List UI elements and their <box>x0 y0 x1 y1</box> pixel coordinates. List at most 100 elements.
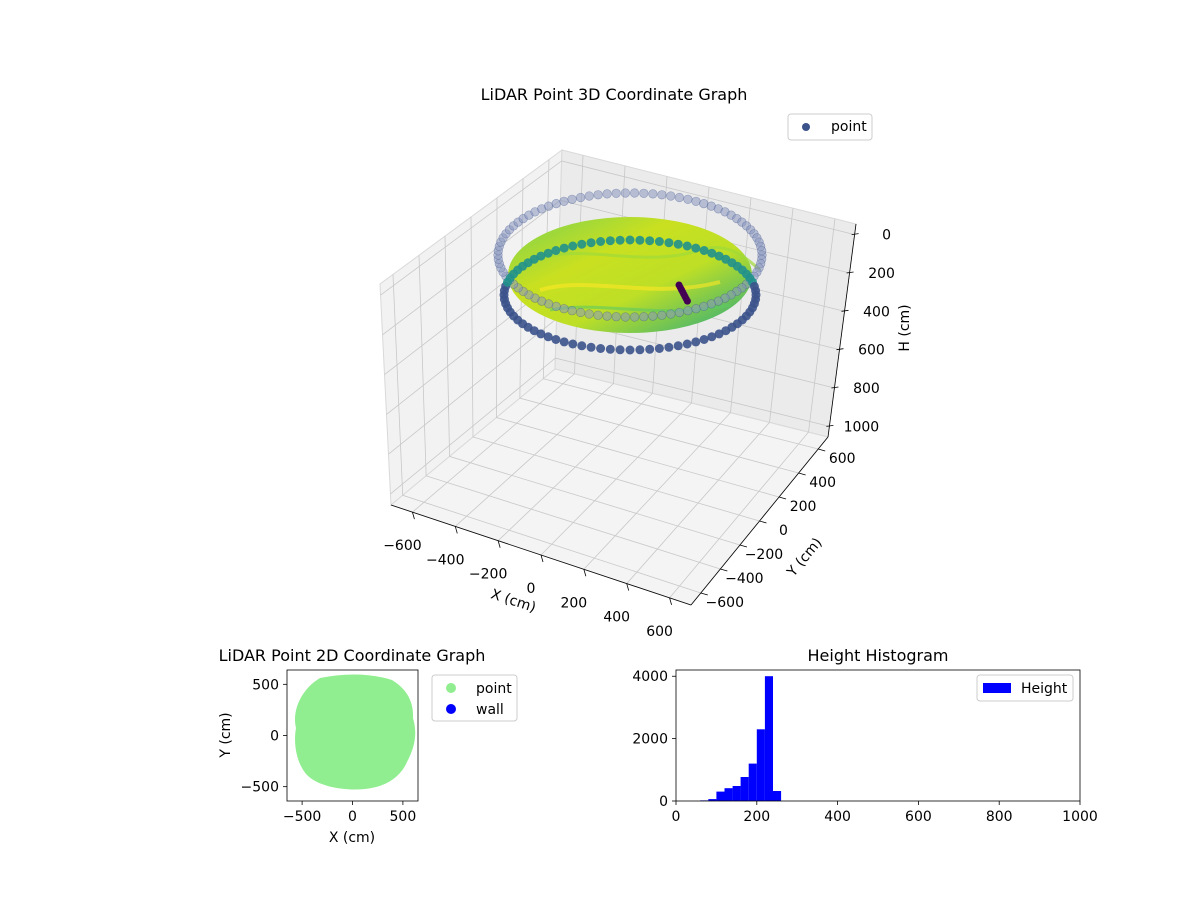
wall-point <box>664 238 674 248</box>
wall-point <box>657 310 667 320</box>
y-tick-label: 500 <box>252 677 279 693</box>
wall-point <box>757 246 767 256</box>
y-tick-label: 200 <box>790 499 817 515</box>
ticks-2d: −500 0 500 500 0 −500 <box>241 677 417 825</box>
wall-point <box>536 251 546 261</box>
y-tick-mark <box>778 496 787 500</box>
histogram-bars <box>700 676 782 801</box>
wall-point <box>639 312 649 322</box>
grid-line <box>392 274 701 594</box>
legend-height-swatch <box>983 683 1011 693</box>
grid-line <box>626 208 794 584</box>
legend-wall-label: wall <box>476 702 504 718</box>
wall-point <box>559 337 569 347</box>
legend-3d-frame <box>787 113 873 141</box>
chart-histogram: Height Histogram 0 200 400 600 800 1000 0 2000 4… <box>632 646 1097 825</box>
wall-point <box>593 190 603 200</box>
chart-3d-title: LiDAR Point 3D Coordinate Graph <box>481 85 748 104</box>
chart-3d: LiDAR Point 3D Coordinate Graph −600 −400… <box>379 85 913 640</box>
wall-point <box>691 337 701 347</box>
h-tick-label: 600 <box>858 343 885 359</box>
legend-point-label: point <box>476 681 512 697</box>
wall-point <box>577 341 587 351</box>
wall-point <box>683 194 693 204</box>
wall-point <box>666 309 676 319</box>
wall-point <box>654 344 664 353</box>
wall-point <box>586 238 596 248</box>
grid-line <box>496 197 780 498</box>
wall-point <box>721 326 731 336</box>
wall-point <box>625 345 635 355</box>
y-tick-mark <box>759 520 767 524</box>
wall-point <box>536 329 546 339</box>
y-tick-label: −400 <box>725 571 763 587</box>
y-tick-mark <box>798 472 806 476</box>
x-tick-label: 600 <box>646 624 673 640</box>
x-tick-label: −500 <box>283 809 321 825</box>
wall-point <box>551 246 561 255</box>
x-tick-label: −600 <box>383 538 421 554</box>
pole-point <box>683 297 691 305</box>
x-tick-label: −400 <box>426 552 464 568</box>
wall-point <box>707 248 717 258</box>
x-tick-mark <box>583 569 587 577</box>
wall-point <box>615 235 625 245</box>
h-axis-label-3d: H (cm) <box>897 304 913 351</box>
y-tick-label: 0 <box>659 794 668 810</box>
y-tick-mark <box>739 544 748 548</box>
h-tick-label: 0 <box>882 228 891 244</box>
y-tick-label: 4000 <box>632 669 668 685</box>
wall-point <box>673 341 683 351</box>
x-axis-label-2d: X (cm) <box>329 830 375 846</box>
y-tick-label: −500 <box>241 780 279 796</box>
plot-frame-histogram <box>675 669 1081 802</box>
wall-point <box>602 189 612 199</box>
x-tick-mark <box>454 526 458 534</box>
wall-point <box>673 239 683 249</box>
grid-line <box>444 236 741 546</box>
wall-point <box>635 235 645 245</box>
h-tick-label: 1000 <box>844 419 880 435</box>
wall-point <box>551 335 561 344</box>
wall-point <box>575 192 586 203</box>
wall-point <box>596 344 606 353</box>
wall-point <box>625 235 635 245</box>
legend-height-label: Height <box>1021 681 1068 697</box>
wall-point <box>605 344 615 354</box>
x-tick-label: 200 <box>560 595 587 611</box>
histogram-bar <box>748 763 757 801</box>
wall-point <box>699 301 709 312</box>
wall-point <box>577 239 587 249</box>
wall-point <box>543 332 553 342</box>
y-tick-mark <box>720 568 728 572</box>
wall-point <box>674 192 685 203</box>
grid-line <box>418 255 721 570</box>
wall-point <box>648 189 658 199</box>
wall-point <box>620 312 631 322</box>
h-tick-label: 400 <box>863 304 890 320</box>
wall-point <box>683 306 693 316</box>
h-axis-line <box>827 223 857 438</box>
wall-point <box>611 188 621 198</box>
wall-point <box>586 342 596 352</box>
wall-point <box>629 312 640 322</box>
h-tick-mark <box>831 386 839 389</box>
y-tick-mark <box>700 592 708 596</box>
legend-point-label: point <box>831 119 867 135</box>
wall-point <box>605 236 615 246</box>
h-tick-mark <box>846 271 854 274</box>
wall-point <box>593 310 603 320</box>
point-region <box>295 674 416 790</box>
x-tick-label: −200 <box>469 567 507 583</box>
wall-point <box>596 237 606 246</box>
wall-point <box>639 188 649 198</box>
grid-line <box>380 160 855 296</box>
wall-point <box>648 311 658 321</box>
h-tick-mark <box>826 424 834 427</box>
wall-point <box>559 304 569 314</box>
y-tick-label: −600 <box>706 595 744 611</box>
wall-point <box>699 335 709 344</box>
wall-point <box>559 243 569 253</box>
wall-point <box>714 251 724 261</box>
